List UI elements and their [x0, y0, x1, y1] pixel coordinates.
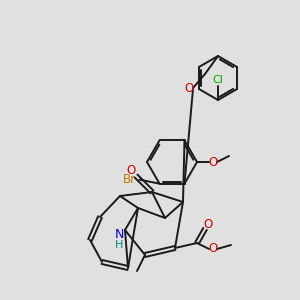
Text: O: O — [203, 218, 213, 230]
Text: N: N — [114, 229, 124, 242]
Text: Cl: Cl — [213, 75, 224, 85]
Text: H: H — [115, 240, 123, 250]
Text: O: O — [126, 164, 136, 178]
Text: Br: Br — [123, 173, 136, 186]
Text: O: O — [208, 242, 217, 256]
Text: O: O — [184, 82, 194, 94]
Text: O: O — [208, 155, 217, 169]
